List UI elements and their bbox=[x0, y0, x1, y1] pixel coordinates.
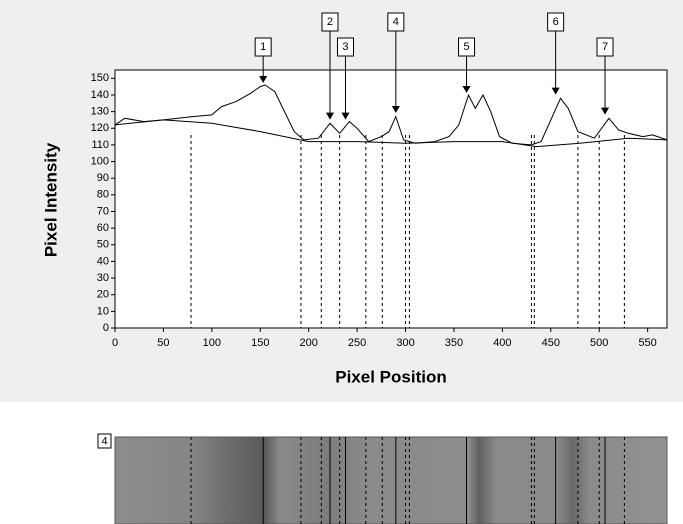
x-tick-label: 100 bbox=[203, 337, 221, 349]
peak-label: 4 bbox=[393, 16, 399, 28]
y-tick-label: 140 bbox=[91, 89, 109, 101]
x-tick-label: 150 bbox=[251, 337, 269, 349]
x-tick-label: 450 bbox=[542, 337, 560, 349]
figure: Pixel Position Pixel Intensity 4 0102030… bbox=[0, 0, 683, 524]
y-tick-label: 70 bbox=[97, 205, 109, 217]
y-tick-label: 100 bbox=[91, 155, 109, 167]
peak-label: 3 bbox=[342, 41, 348, 53]
y-axis-title: Pixel Intensity bbox=[41, 142, 60, 257]
x-tick-label: 350 bbox=[445, 337, 463, 349]
x-tick-label: 50 bbox=[157, 337, 169, 349]
peak-label: 6 bbox=[553, 16, 559, 28]
y-tick-label: 60 bbox=[97, 222, 109, 234]
x-tick-label: 550 bbox=[638, 337, 656, 349]
peak-label: 1 bbox=[260, 41, 266, 53]
x-tick-label: 0 bbox=[112, 337, 118, 349]
y-tick-label: 30 bbox=[97, 272, 109, 284]
y-tick-label: 80 bbox=[97, 189, 109, 201]
x-tick-label: 500 bbox=[590, 337, 608, 349]
y-tick-label: 40 bbox=[97, 255, 109, 267]
peak-label: 7 bbox=[602, 41, 608, 53]
y-tick-label: 10 bbox=[97, 305, 109, 317]
x-axis-title: Pixel Position bbox=[335, 367, 446, 386]
y-tick-label: 120 bbox=[91, 122, 109, 134]
x-tick-label: 200 bbox=[300, 337, 318, 349]
x-tick-label: 400 bbox=[493, 337, 511, 349]
gel-lane bbox=[115, 437, 667, 524]
y-tick-label: 110 bbox=[91, 139, 109, 151]
y-tick-label: 0 bbox=[103, 322, 109, 334]
peak-label: 2 bbox=[327, 16, 333, 28]
y-tick-label: 50 bbox=[97, 239, 109, 251]
y-tick-label: 130 bbox=[91, 106, 109, 118]
plot-area bbox=[115, 70, 667, 328]
x-tick-label: 250 bbox=[348, 337, 366, 349]
y-tick-label: 20 bbox=[97, 289, 109, 301]
peak-label: 5 bbox=[463, 41, 469, 53]
gel-label: 4 bbox=[101, 435, 107, 447]
y-tick-label: 90 bbox=[97, 172, 109, 184]
y-tick-label: 150 bbox=[91, 72, 109, 84]
x-tick-label: 300 bbox=[396, 337, 414, 349]
